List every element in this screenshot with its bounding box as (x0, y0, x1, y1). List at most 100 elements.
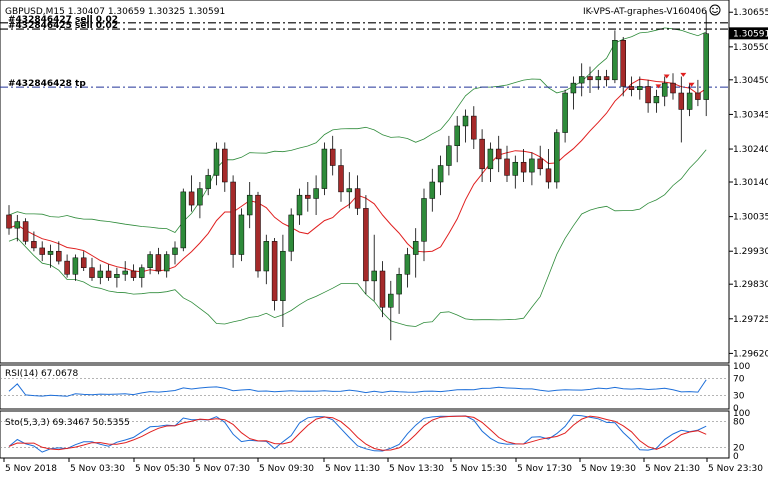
order-line-label: #432846425 sell 0.02 (8, 21, 118, 31)
candles (6, 10, 709, 341)
candle-body (263, 241, 270, 272)
candle-body (379, 270, 386, 308)
candle-body (512, 161, 519, 176)
candle-body (6, 214, 12, 229)
candle-body (529, 158, 535, 173)
candle-body (39, 247, 45, 255)
candle-body (363, 208, 369, 282)
candle-body (404, 254, 411, 275)
time-tick-label: 5 Nov 23:30 (708, 464, 763, 474)
sell-arrow-marker (655, 84, 662, 89)
candle-body (64, 260, 70, 275)
candle-body (130, 270, 137, 278)
candle-body (14, 221, 21, 229)
price-tick-label: 1.29725 (733, 315, 768, 325)
price-tick-label: 1.29930 (733, 247, 768, 257)
stoch-signal-line (8, 415, 707, 451)
candle-body (587, 76, 593, 81)
price-tick-label: 1.29830 (733, 280, 768, 290)
candle-body (562, 92, 568, 133)
sell-arrow-marker (663, 74, 670, 79)
candle-body (329, 148, 336, 166)
candle-body (703, 33, 709, 100)
candle-body (695, 92, 701, 100)
candle-body (437, 165, 444, 183)
candle-body (462, 115, 469, 127)
candle-body (22, 221, 29, 242)
rsi-level-label: 0 (733, 404, 739, 414)
rsi-pane-frame (0, 364, 730, 410)
time-tick-label: 5 Nov 2018 (5, 464, 57, 474)
time-tick-label: 5 Nov 07:30 (195, 464, 250, 474)
stoch-level-label: 80 (733, 418, 745, 428)
candle-body (338, 165, 344, 193)
candle-body (537, 158, 543, 170)
candle-body (504, 158, 510, 176)
candle-body (670, 82, 676, 94)
time-tick-label: 5 Nov 15:30 (452, 464, 507, 474)
candle-body (595, 76, 602, 81)
candle-body (313, 188, 319, 199)
candle-body (172, 247, 178, 255)
candle-body (396, 274, 402, 295)
candle-body (139, 267, 145, 278)
trade-arrows (655, 72, 695, 89)
candle-body (97, 270, 104, 278)
candle-body (495, 148, 502, 160)
candle-body (205, 175, 211, 189)
candle-body (388, 293, 394, 308)
candle-body (80, 257, 87, 268)
current-price-badge: 1.30591 (729, 27, 768, 40)
candle-body (645, 86, 651, 104)
rsi-level-label: 30 (733, 391, 745, 401)
time-tick-label: 5 Nov 11:30 (325, 464, 380, 474)
price-tick-label: 1.30450 (733, 76, 768, 86)
candle-body (446, 145, 452, 166)
stoch-pane-frame (0, 410, 730, 459)
candle-body (230, 181, 236, 255)
price-tick-label: 1.29620 (733, 349, 768, 359)
sell-arrow-marker (688, 82, 695, 87)
candle-body (653, 96, 660, 104)
candle-body (280, 250, 286, 301)
rsi-line (8, 379, 707, 397)
candle-body (454, 125, 460, 146)
price-tick-label: 1.30240 (733, 145, 768, 155)
candle-body (238, 214, 245, 255)
rsi-level-label: 100 (733, 362, 750, 372)
candle-body (554, 132, 560, 183)
candle-body (603, 76, 610, 81)
bollinger-lower (8, 149, 707, 327)
svg-text:1.30591: 1.30591 (733, 29, 768, 39)
rsi-level-label: 70 (733, 375, 745, 385)
candle-body (296, 194, 303, 216)
candle-body (163, 254, 170, 272)
candle-body (246, 194, 253, 216)
order-lines: #432846427 sell 0.02#432846425 sell 0.02… (0, 15, 729, 89)
candle-body (637, 86, 643, 90)
candle-body (479, 138, 485, 170)
expert-name: IK-VPS-AT-graphes-V160406 (583, 7, 707, 17)
price-tick-label: 1.30140 (733, 178, 768, 188)
candle-body (188, 191, 195, 206)
candle-body (471, 115, 477, 140)
candle-body (222, 148, 228, 183)
candle-body (346, 188, 353, 193)
candle-body (429, 181, 436, 199)
candle-body (213, 148, 220, 176)
candle-body (122, 270, 128, 275)
stoch-level-label: 20 (733, 443, 745, 453)
candle-body (271, 241, 278, 301)
candle-body (545, 168, 552, 183)
candle-body (72, 257, 79, 275)
candle-body (105, 270, 112, 278)
candle-body (520, 161, 527, 173)
rsi-label: RSI(14) 67.0678 (5, 369, 78, 379)
smiley-icon[interactable] (709, 4, 721, 16)
candle-body (620, 40, 626, 87)
candle-body (89, 267, 95, 278)
time-tick-label: 5 Nov 19:30 (581, 464, 636, 474)
